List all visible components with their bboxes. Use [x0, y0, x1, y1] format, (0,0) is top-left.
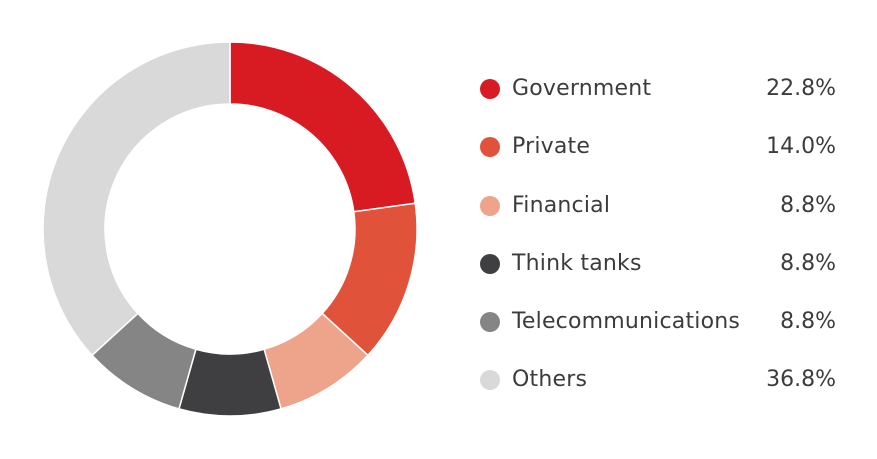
legend-value-telecommunications: 8.8%	[780, 309, 836, 334]
legend-item-government: Government 22.8%	[480, 74, 836, 104]
legend-item-financial: Financial 8.8%	[480, 191, 836, 221]
legend-label-government: Government	[512, 76, 652, 101]
legend-item-private: Private 14.0%	[480, 132, 836, 162]
legend-value-others: 36.8%	[766, 367, 836, 392]
legend-swatch-financial	[480, 196, 500, 216]
legend-label-telecommunications: Telecommunications	[512, 309, 741, 334]
legend-swatch-others	[480, 370, 500, 390]
legend-item-think-tanks: Think tanks 8.8%	[480, 249, 836, 279]
legend-label-financial: Financial	[512, 193, 611, 218]
legend-swatch-telecommunications	[480, 312, 500, 332]
slice-government	[229, 41, 417, 213]
legend-label-others: Others	[512, 367, 588, 392]
legend-item-telecommunications: Telecommunications 8.8%	[480, 307, 836, 337]
legend-value-think-tanks: 8.8%	[780, 251, 836, 276]
legend-label-private: Private	[512, 134, 591, 159]
legend-label-think-tanks: Think tanks	[512, 251, 642, 276]
legend-swatch-government	[480, 79, 500, 99]
donut-slices	[42, 41, 418, 417]
legend-item-others: Others 36.8%	[480, 365, 836, 395]
slice-think-tanks	[178, 348, 282, 417]
legend-value-private: 14.0%	[766, 134, 836, 159]
slice-others	[42, 41, 231, 357]
legend-value-government: 22.8%	[766, 76, 836, 101]
legend-swatch-think-tanks	[480, 254, 500, 274]
legend-value-financial: 8.8%	[780, 193, 836, 218]
legend-swatch-private	[480, 137, 500, 157]
